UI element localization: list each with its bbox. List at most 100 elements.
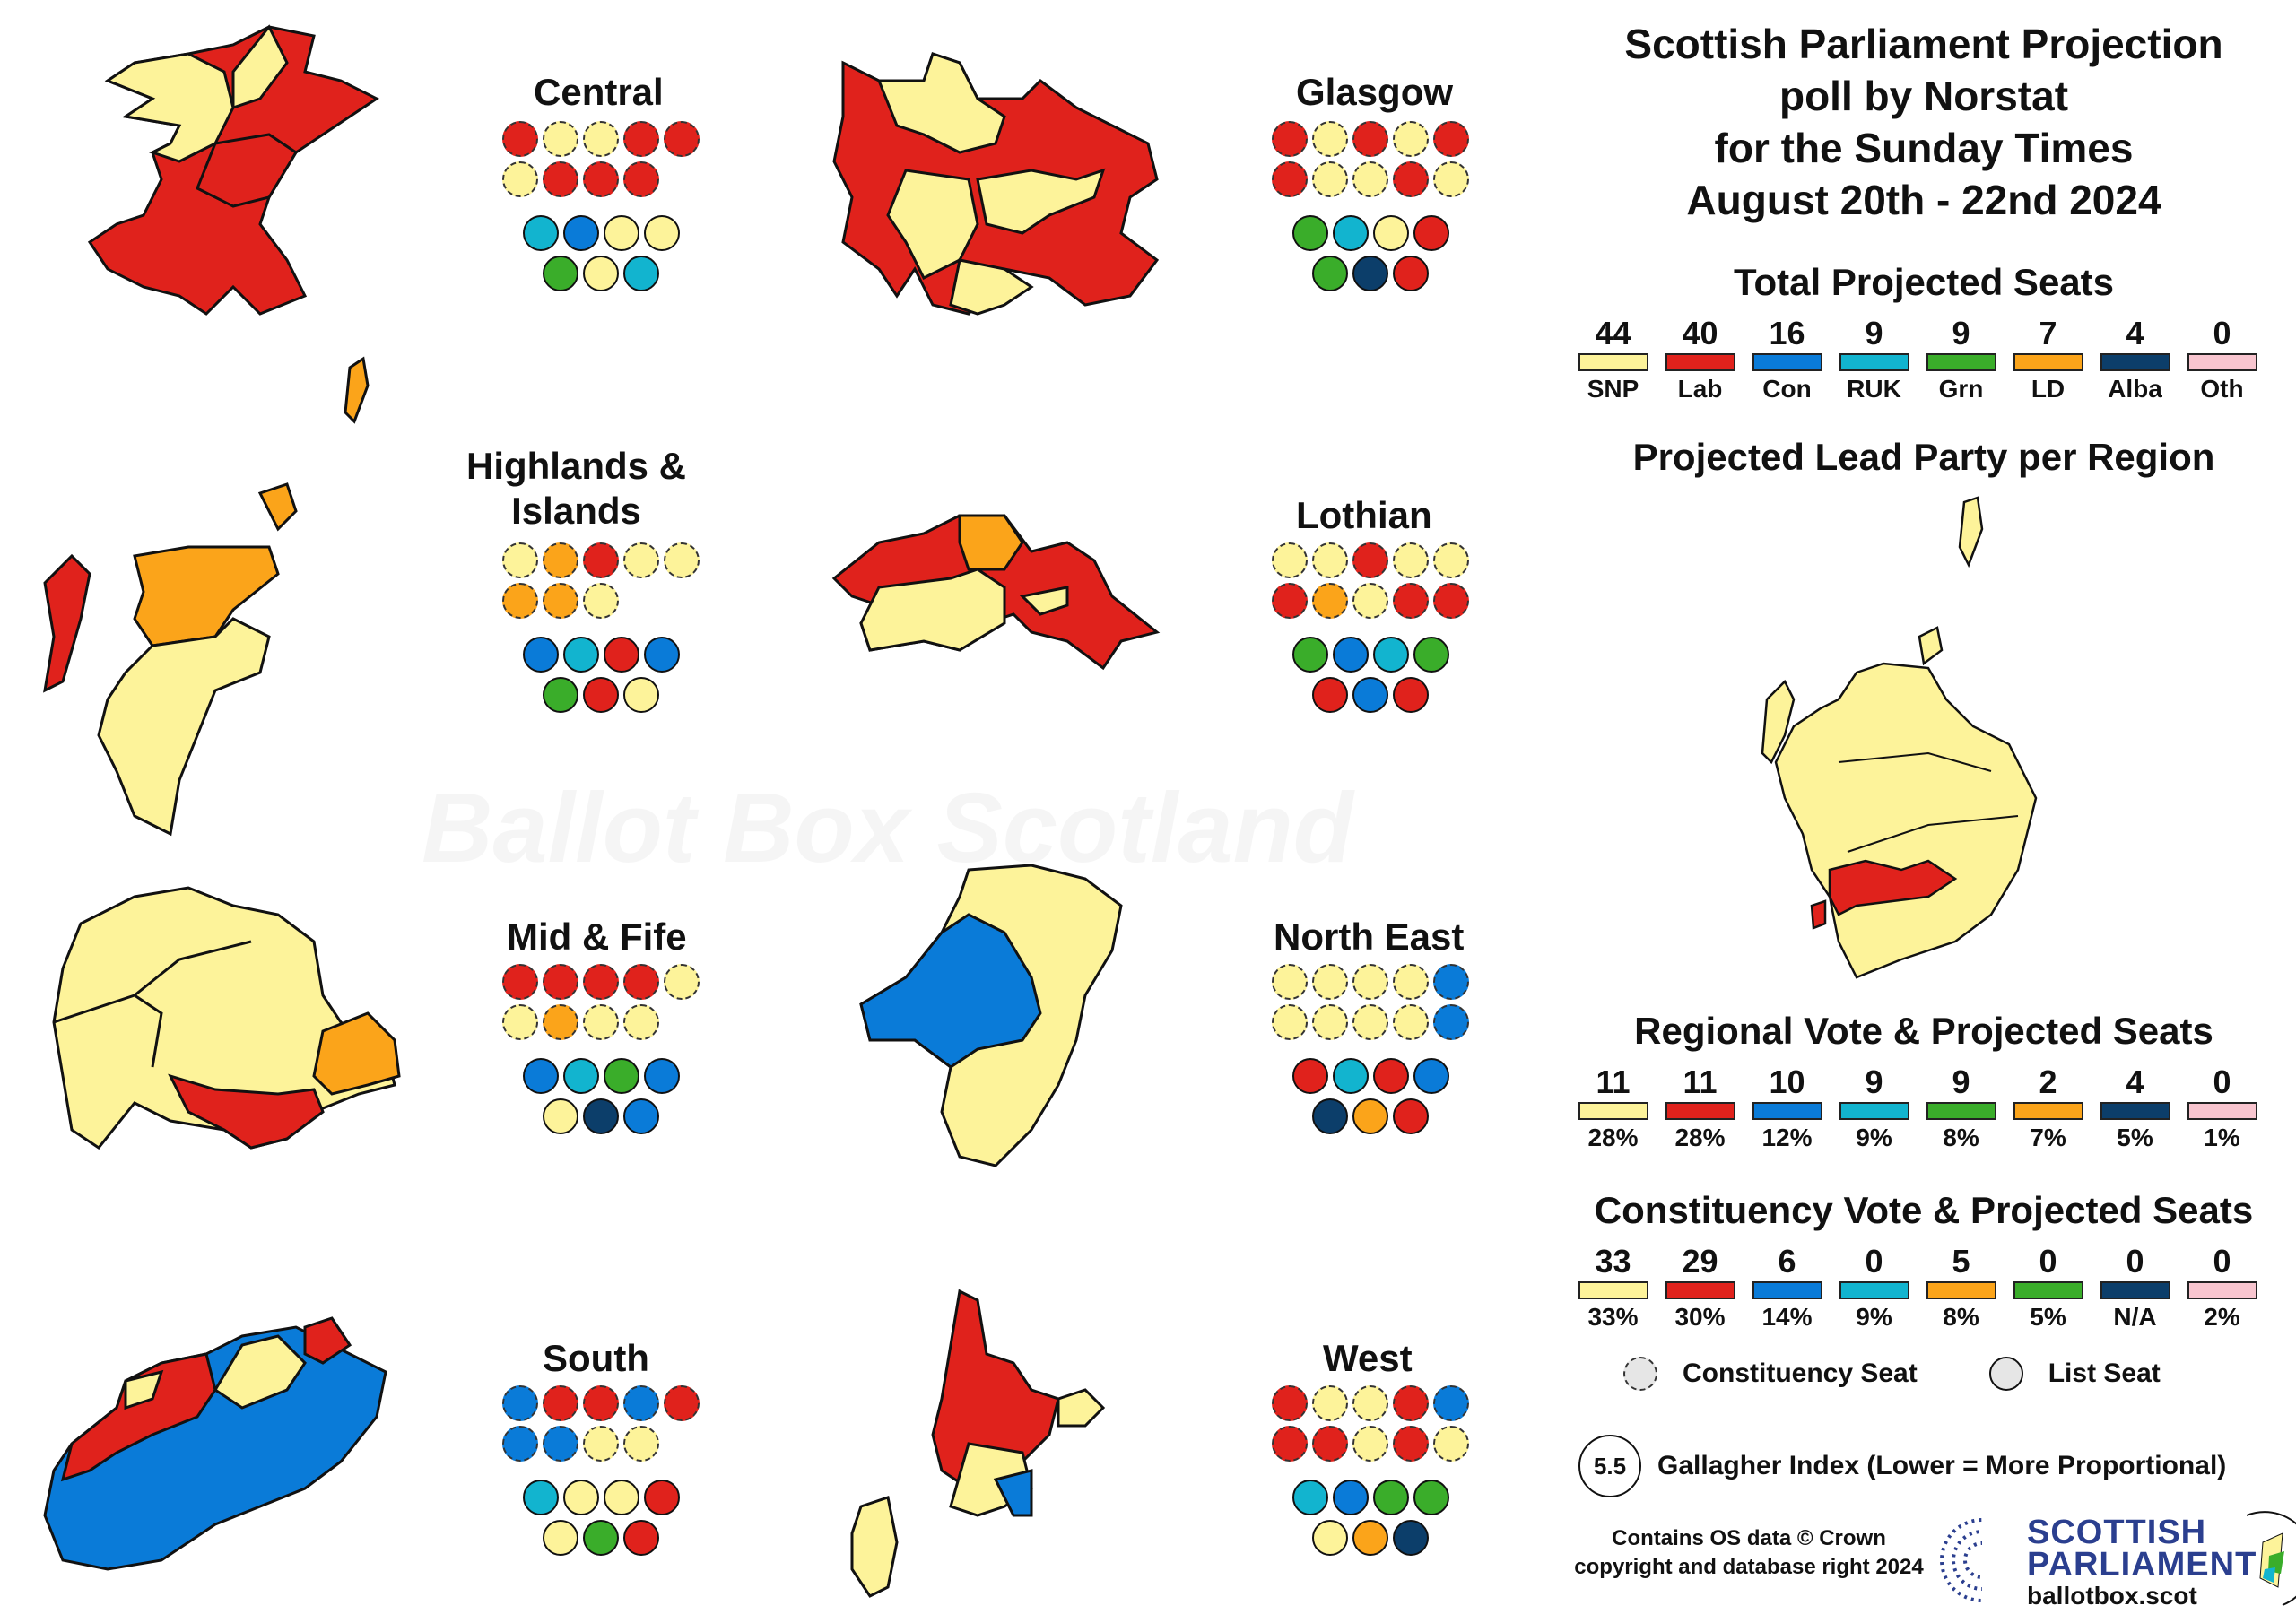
list-seat-dot — [543, 1098, 578, 1134]
constituency-seat-dot — [1393, 121, 1429, 157]
parliament-logo-icon — [1940, 1515, 2018, 1605]
constituency-seat-dot — [664, 964, 700, 1000]
list-seat-dot — [643, 1058, 680, 1094]
glasgow-map — [832, 52, 1160, 316]
party-color-swatch — [2100, 353, 2170, 371]
party-label: 1% — [2204, 1124, 2240, 1151]
lothian-list-seats — [1281, 637, 1460, 713]
party-color-swatch — [1578, 353, 1648, 371]
list-seat-dot — [1352, 1520, 1388, 1556]
party-color-swatch — [2013, 1281, 2083, 1299]
list-seat-dot — [1352, 256, 1388, 291]
list-seat-dot — [603, 1058, 639, 1094]
west-region-title: West — [1323, 1337, 1413, 1379]
constituency-seat-dot — [543, 1385, 578, 1421]
constituency-vote-table: 33 33% 29 30% 6 14% 0 9% 5 8% 0 5% 0 N/A 0 2% — [1570, 1242, 2266, 1335]
list-seat-dot — [543, 256, 578, 291]
constituency-seat-dot — [502, 1426, 538, 1462]
list-seat-dot — [522, 637, 559, 673]
party-color-swatch — [1926, 1102, 1996, 1120]
party-seat-count: 10 — [1769, 1063, 1805, 1100]
party-cell-oth: 0 2% — [2179, 1242, 2266, 1335]
list-seat-dot — [643, 637, 680, 673]
party-label: 33% — [1587, 1303, 1639, 1331]
party-label: 9% — [1856, 1303, 1892, 1331]
list-seat-dot — [562, 1058, 599, 1094]
party-color-swatch — [1839, 1102, 1909, 1120]
constituency-seat-dot — [1393, 1426, 1429, 1462]
constituency-seat-dot — [1312, 583, 1348, 619]
party-seat-count: 9 — [1865, 1063, 1883, 1100]
midfife-region-title: Mid & Fife — [507, 916, 687, 958]
constituency-seat-dot — [1393, 583, 1429, 619]
list-seat-dot — [603, 215, 639, 251]
west-constituency-seats — [1272, 1385, 1469, 1462]
constituency-seat-dot — [623, 161, 659, 197]
party-cell-snp: 44 SNP — [1570, 314, 1657, 407]
list-seat-dot — [1332, 1058, 1369, 1094]
main-title: Scottish Parliament Projection poll by N… — [1552, 18, 2296, 226]
party-seat-count: 0 — [1865, 1243, 1883, 1280]
constituency-seat-dot — [664, 1385, 700, 1421]
list-seat-dot — [583, 1520, 619, 1556]
title-line-4: August 20th - 22nd 2024 — [1686, 177, 2161, 223]
party-seat-count: 40 — [1682, 315, 1718, 352]
constituency-seat-dot — [1393, 542, 1429, 578]
party-label: 30% — [1674, 1303, 1726, 1331]
constituency-seat-dot — [502, 161, 538, 197]
party-color-swatch — [2013, 1102, 2083, 1120]
constituency-seat-dot — [502, 121, 538, 157]
list-seat-dot — [583, 677, 619, 713]
list-seat-dot — [1292, 1480, 1328, 1515]
constituency-vote-title: Constituency Vote & Projected Seats — [1594, 1189, 2254, 1231]
party-cell-ruk: 9 9% — [1831, 1063, 1918, 1156]
total-seats-title: Total Projected Seats — [1733, 261, 2115, 303]
constituency-seat-dot — [1352, 542, 1388, 578]
constituency-seat-dot — [1433, 1426, 1469, 1462]
party-color-swatch — [2013, 353, 2083, 371]
party-label: 8% — [1943, 1303, 1979, 1331]
list-seat-dot — [1393, 1520, 1429, 1556]
party-label: 14% — [1761, 1303, 1813, 1331]
title-line-3: for the Sunday Times — [1714, 125, 2134, 171]
title-line-2: poll by Norstat — [1779, 73, 2069, 119]
list-seat-dot — [583, 1098, 619, 1134]
constituency-seat-dot — [623, 542, 659, 578]
party-seat-count: 5 — [1952, 1243, 1970, 1280]
constituency-seat-dot — [1352, 583, 1388, 619]
lead-party-map — [1761, 496, 2038, 979]
constituency-seat-dot — [623, 121, 659, 157]
total-seats-table: 44 SNP 40 Lab 16 Con 9 RUK 9 Grn 7 LD 4 Alba 0 Oth — [1570, 314, 2266, 407]
midfife-constituency-seats — [502, 964, 700, 1040]
constituency-seat-dot — [1393, 1004, 1429, 1040]
party-cell-alba: 0 N/A — [2092, 1242, 2179, 1335]
logo-line-2: PARLIAMENT — [2027, 1546, 2257, 1584]
constituency-seat-dot — [1272, 583, 1308, 619]
party-color-swatch — [1665, 1102, 1735, 1120]
party-color-swatch — [2100, 1102, 2170, 1120]
list-seat-dot — [1393, 256, 1429, 291]
constituency-seat-dot — [664, 121, 700, 157]
party-seat-count: 2 — [2039, 1063, 2057, 1100]
party-cell-ld: 7 LD — [2005, 314, 2092, 407]
constituency-seat-dot — [1312, 1426, 1348, 1462]
constituency-seat-dot — [623, 1426, 659, 1462]
party-label: 5% — [2030, 1303, 2066, 1331]
party-seat-count: 9 — [1952, 315, 1970, 352]
party-cell-alba: 4 5% — [2092, 1063, 2179, 1156]
party-seat-count: 0 — [2039, 1243, 2057, 1280]
party-label: 5% — [2117, 1124, 2153, 1151]
party-cell-ruk: 9 RUK — [1831, 314, 1918, 407]
party-cell-snp: 33 33% — [1570, 1242, 1657, 1335]
constituency-seat-dot — [1272, 1004, 1308, 1040]
list-seat-dot — [1332, 637, 1369, 673]
list-seat-dot — [1372, 215, 1409, 251]
south-constituency-seats — [502, 1385, 700, 1462]
party-cell-oth: 0 1% — [2179, 1063, 2266, 1156]
lothian-map — [831, 514, 1161, 671]
constituency-seat-dot — [502, 964, 538, 1000]
list-seat-dot — [643, 215, 680, 251]
constituency-seat-dot — [1433, 1385, 1469, 1421]
party-label: Con — [1762, 375, 1812, 403]
constituency-seat-dot — [1352, 1426, 1388, 1462]
